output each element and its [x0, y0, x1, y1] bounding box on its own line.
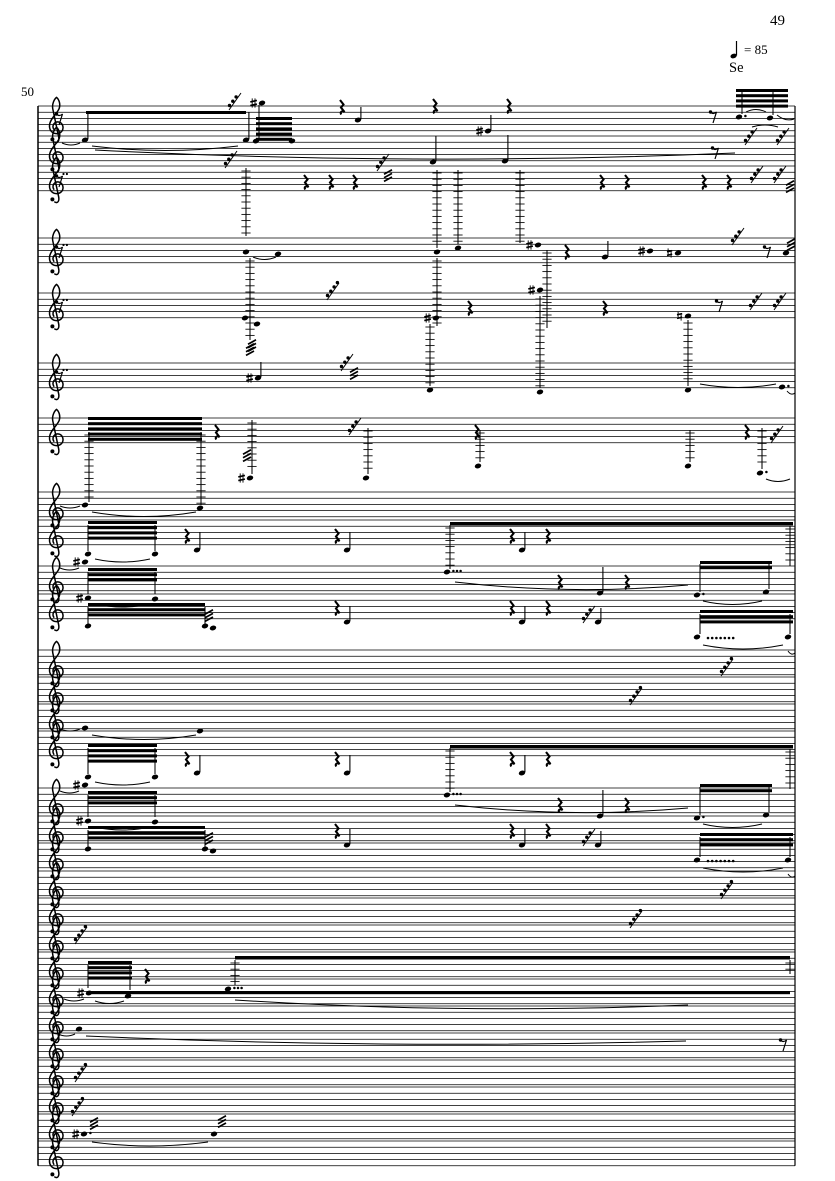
- tempo-text: = 85: [744, 42, 768, 57]
- measure-number: 50: [21, 84, 34, 99]
- tempo-marking: = 85: [729, 38, 768, 60]
- page-number: 49: [770, 13, 785, 29]
- quarter-note-icon: [730, 41, 738, 59]
- lyric-syllable: Se: [729, 60, 744, 76]
